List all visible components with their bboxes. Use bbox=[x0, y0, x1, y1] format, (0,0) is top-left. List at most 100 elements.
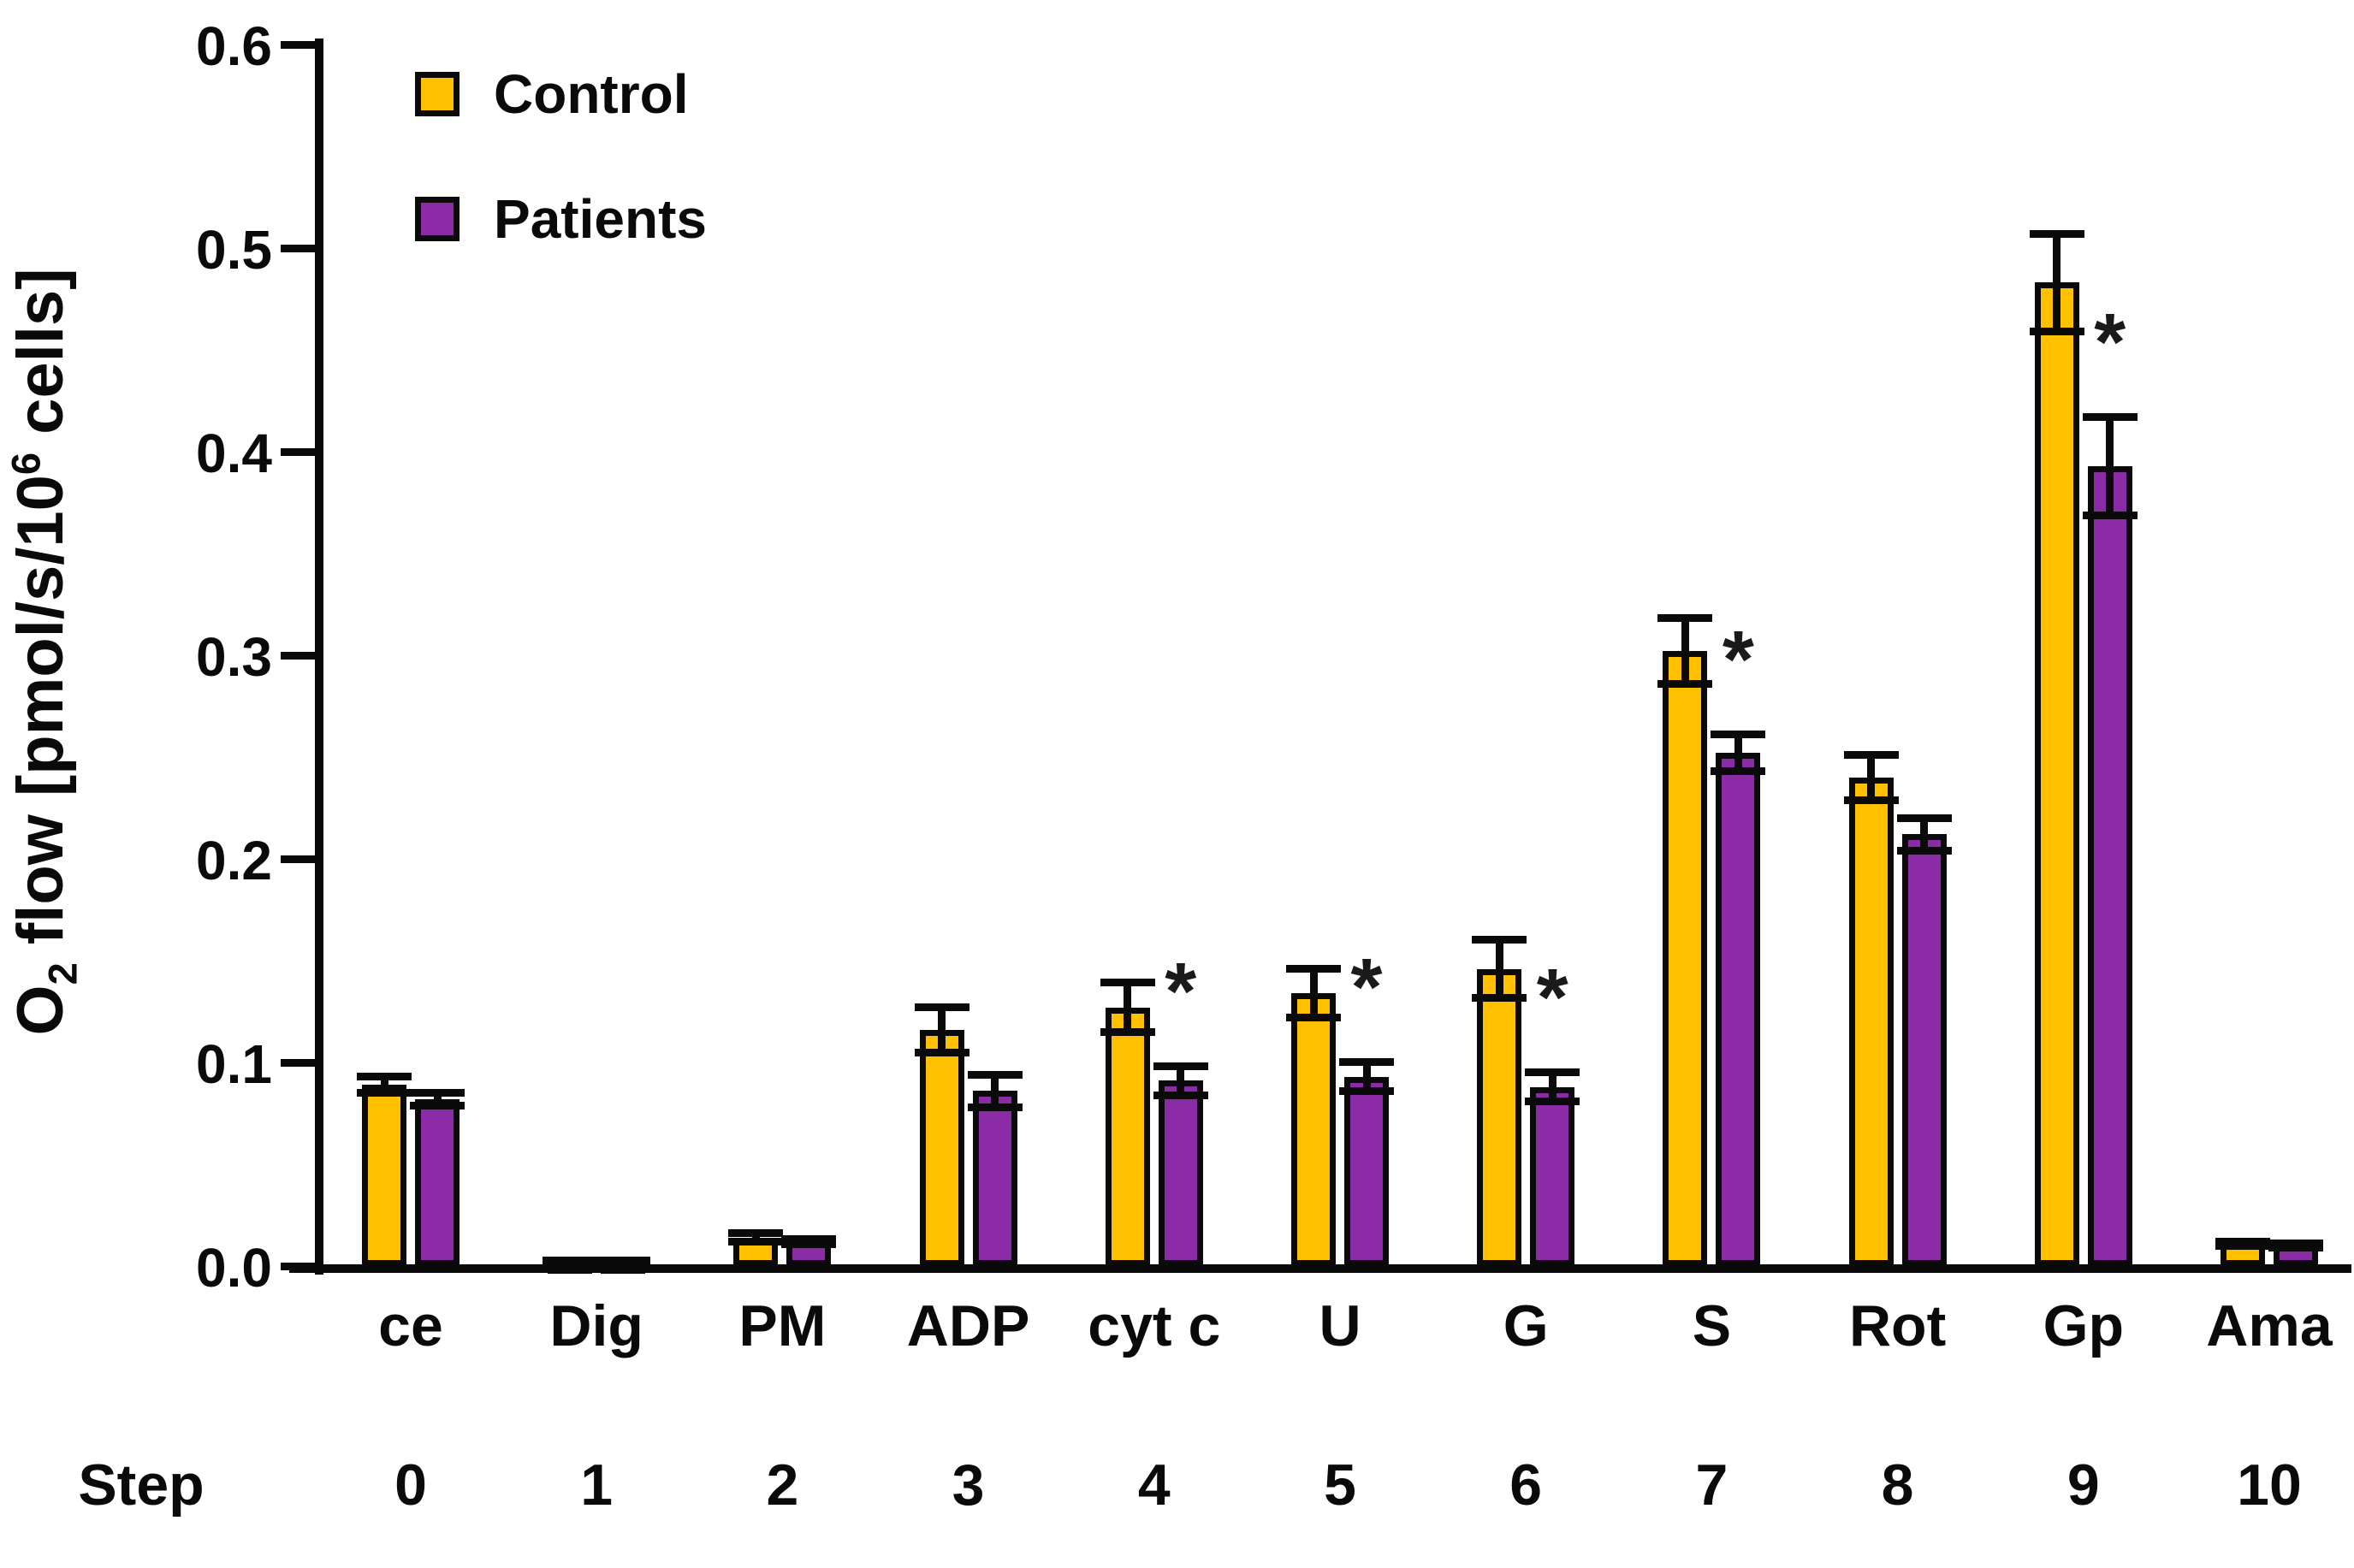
bar-control-ce bbox=[362, 1085, 406, 1266]
error-bar-cap-top bbox=[2029, 229, 2084, 238]
error-bar-cap-bottom bbox=[967, 1104, 1023, 1112]
y-axis-title: O2 flow [pmol/s/106 cells] bbox=[0, 268, 95, 1035]
error-bar-cap-bottom bbox=[1711, 767, 1766, 776]
y-tick bbox=[281, 245, 315, 252]
error-bar-cap-top bbox=[1472, 936, 1527, 944]
error-bar-stem bbox=[2053, 229, 2061, 336]
error-bar-cap-top bbox=[967, 1070, 1023, 1079]
error-bar-cap-top bbox=[357, 1072, 412, 1080]
error-bar-cap-bottom bbox=[1472, 993, 1527, 1002]
error-bar-stem bbox=[1124, 979, 1132, 1037]
error-bar-cap-top bbox=[1525, 1068, 1580, 1077]
significance-asterisk: * bbox=[1722, 614, 1754, 706]
y-tick bbox=[281, 448, 315, 456]
error-bar-stem bbox=[380, 1072, 388, 1098]
y-axis-title-sup: 6 bbox=[3, 452, 49, 476]
error-bar-cap-bottom bbox=[2029, 328, 2084, 336]
x-axis-label: ce bbox=[378, 1293, 443, 1358]
error-bar-stem bbox=[991, 1070, 999, 1112]
bar-patients-Gp bbox=[2087, 465, 2132, 1266]
y-tick bbox=[281, 855, 315, 863]
error-bar-stem bbox=[1495, 936, 1503, 1002]
y-tick-label: 0.3 bbox=[196, 626, 272, 688]
y-tick-label: 0.1 bbox=[196, 1033, 272, 1095]
bar-control-U bbox=[1291, 993, 1336, 1266]
error-bar-cap-bottom bbox=[1843, 796, 1899, 804]
x-axis-label: cyt c bbox=[1088, 1293, 1221, 1358]
error-bar-stem bbox=[751, 1229, 760, 1246]
bar-control-S bbox=[1663, 651, 1708, 1266]
bar-patients-G bbox=[1530, 1086, 1575, 1266]
error-bar-cap-top bbox=[1339, 1058, 1394, 1067]
error-bar-cap-top bbox=[1843, 750, 1899, 759]
error-bar-cap-bottom bbox=[1286, 1014, 1341, 1022]
step-number: 0 bbox=[394, 1453, 427, 1518]
significance-asterisk: * bbox=[1536, 952, 1568, 1044]
y-tick bbox=[281, 1263, 315, 1270]
significance-asterisk: * bbox=[1350, 942, 1383, 1033]
step-number: 7 bbox=[1695, 1453, 1728, 1518]
error-bar-stem bbox=[1177, 1062, 1185, 1099]
significance-asterisk: * bbox=[1165, 946, 1197, 1037]
error-bar-cap-top bbox=[1286, 964, 1341, 973]
error-bar-stem bbox=[1362, 1058, 1371, 1096]
bar-patients-U bbox=[1344, 1076, 1389, 1266]
step-number: 8 bbox=[1881, 1453, 1914, 1518]
y-tick-label: 0.4 bbox=[196, 423, 272, 484]
error-bar-cap-top bbox=[728, 1229, 784, 1238]
error-bar-cap-top bbox=[781, 1235, 837, 1244]
x-axis-label: S bbox=[1692, 1293, 1732, 1358]
step-number: 1 bbox=[580, 1453, 614, 1518]
x-axis-label: U bbox=[1319, 1293, 1361, 1358]
x-axis-line bbox=[289, 1264, 2351, 1273]
error-bar-cap-bottom bbox=[914, 1048, 969, 1056]
error-bar-stem bbox=[1920, 814, 1929, 855]
error-bar-cap-bottom bbox=[1657, 680, 1713, 689]
y-tick-label: 0.5 bbox=[196, 219, 272, 281]
bar-patients-ce bbox=[415, 1098, 460, 1266]
error-bar-cap-top bbox=[1657, 614, 1713, 623]
y-axis-line bbox=[315, 38, 323, 1275]
y-axis-title-post: cells] bbox=[4, 268, 78, 453]
error-bar-cap-bottom bbox=[1525, 1097, 1580, 1105]
legend-item-patients: Patients bbox=[415, 192, 707, 246]
step-number: 10 bbox=[2237, 1453, 2302, 1518]
y-tick bbox=[281, 652, 315, 660]
error-bar-cap-bottom bbox=[1100, 1028, 1155, 1037]
error-bar-cap-top bbox=[1100, 979, 1155, 987]
x-axis-label: PM bbox=[738, 1293, 827, 1358]
step-number: 3 bbox=[952, 1453, 985, 1518]
legend-label-patients: Patients bbox=[494, 188, 707, 250]
error-bar-cap-bottom bbox=[728, 1238, 784, 1246]
y-tick-label: 0.0 bbox=[196, 1237, 272, 1299]
error-bar-stem bbox=[938, 1003, 946, 1056]
x-axis-label: Dig bbox=[549, 1293, 643, 1358]
error-bar-cap-bottom bbox=[2268, 1244, 2323, 1252]
y-tick-label: 0.2 bbox=[196, 830, 272, 891]
error-bar-cap-bottom bbox=[410, 1101, 465, 1109]
bar-control-G bbox=[1477, 968, 1522, 1266]
x-axis-label: Rot bbox=[1848, 1293, 1947, 1358]
bar-patients-Rot bbox=[1901, 834, 1947, 1266]
error-bar-cap-bottom bbox=[1339, 1087, 1394, 1096]
step-number: 6 bbox=[1509, 1453, 1543, 1518]
x-axis-label: ADP bbox=[906, 1293, 1030, 1358]
y-tick-label: 0.6 bbox=[196, 15, 272, 77]
error-bar-cap-top bbox=[1711, 731, 1766, 739]
x-axis-label: G bbox=[1503, 1293, 1549, 1358]
x-axis-label: Gp bbox=[2043, 1293, 2125, 1358]
bar-patients-cyt-c bbox=[1158, 1080, 1203, 1266]
error-bar-cap-top bbox=[2215, 1237, 2270, 1246]
error-bar-cap-top bbox=[2082, 412, 2138, 421]
error-bar-cap-bottom bbox=[781, 1240, 837, 1248]
legend: Control Patients bbox=[415, 67, 707, 317]
error-bar-cap-bottom bbox=[1896, 847, 1952, 855]
error-bar-cap-bottom bbox=[543, 1256, 598, 1264]
error-bar-stem bbox=[1867, 750, 1876, 804]
step-number: 5 bbox=[1324, 1453, 1356, 1518]
legend-swatch-control bbox=[415, 72, 460, 116]
y-tick bbox=[281, 1059, 315, 1067]
bar-control-Rot bbox=[1848, 777, 1894, 1266]
error-bar-cap-bottom bbox=[1153, 1091, 1208, 1099]
